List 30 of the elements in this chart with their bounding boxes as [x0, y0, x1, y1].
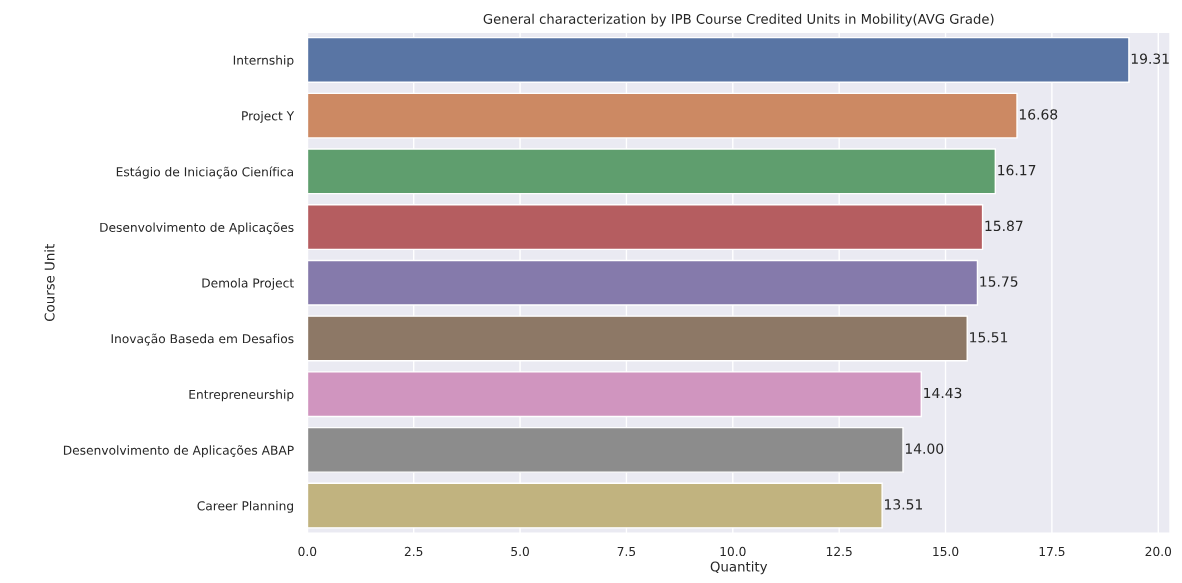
data-label: 16.68	[1019, 109, 1058, 120]
x-tick-label: 17.5	[1039, 547, 1065, 557]
x-tick-label: 20.0	[1145, 546, 1172, 557]
data-label: 15.87	[985, 220, 1023, 232]
y-tick-label: Demola Project	[202, 278, 294, 290]
x-tick-label: 7.5	[617, 547, 636, 557]
x-tick-label: 0.0	[298, 546, 317, 557]
x-axis-title: Quantity	[710, 561, 768, 575]
y-tick-label: Internship	[233, 55, 294, 68]
chart-title: General characterization by IPB Course Credited Units in Mobility(AVG Grade)	[483, 13, 994, 27]
data-label: 13.51	[885, 499, 922, 510]
x-tick-label: 12.5	[826, 546, 852, 557]
data-label: 14.00	[905, 443, 944, 454]
x-tick-label: 15.0	[933, 546, 959, 557]
y-tick-label: Estágio de Iniciação Cienífica	[116, 166, 294, 179]
y-tick-label: Desenvolvimento de Aplicações	[100, 222, 294, 235]
x-tick-label: 2.5	[404, 546, 423, 557]
data-label: 16.17	[998, 164, 1036, 176]
data-label: 19.31	[1131, 53, 1169, 64]
x-tick-label: 10.0	[720, 546, 746, 557]
x-tick-label: 5.0	[511, 546, 529, 557]
y-tick-label: Desenvolvimento de Aplicações ABAP	[63, 445, 294, 458]
y-tick-label: Inovação Baseda em Desafios	[111, 333, 294, 346]
data-label: 15.75	[980, 276, 1018, 287]
data-label: 14.43	[924, 387, 962, 399]
y-tick-label: Career Planning	[197, 500, 294, 513]
y-tick-label: Entrepreneurship	[189, 389, 294, 402]
y-tick-label: Project Y	[242, 110, 295, 123]
y-axis-title: Course Unit	[44, 244, 55, 321]
data-label: 15.51	[970, 332, 1008, 343]
